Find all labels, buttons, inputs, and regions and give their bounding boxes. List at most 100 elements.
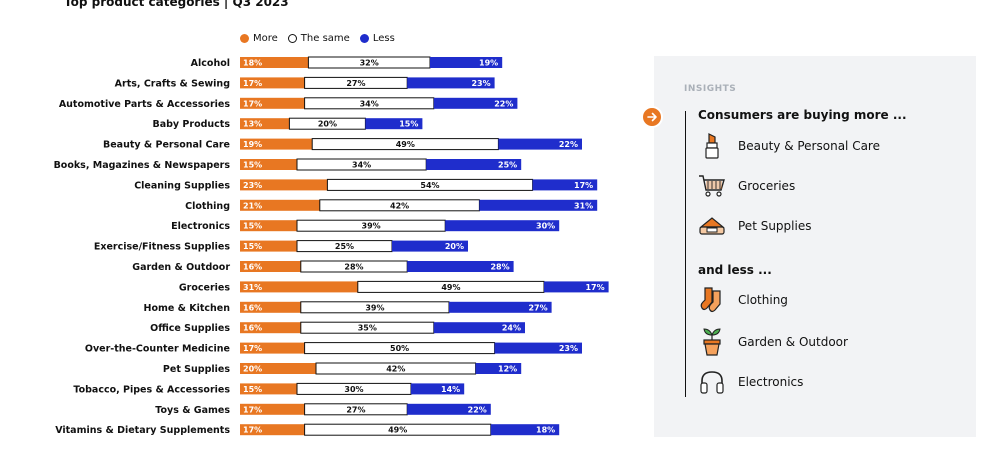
value-label-more-groceries: 31% (243, 283, 262, 292)
value-label-same-vitamins-dietary-supplements: 49% (388, 426, 407, 435)
value-label-same-groceries: 49% (441, 283, 460, 292)
value-label-more-office-supplies: 16% (243, 324, 262, 333)
value-label-same-garden-outdoor: 28% (344, 263, 363, 272)
value-label-more-tobacco-pipes-accessories: 15% (243, 385, 262, 394)
bar-more-groceries (240, 281, 358, 293)
value-label-less-cleaning-supplies: 17% (574, 181, 593, 190)
bar-same-garden-outdoor (300, 260, 408, 273)
arrow-right-icon (641, 106, 663, 128)
category-label-clothing: Clothing (185, 201, 230, 212)
bar-less-cleaning-supplies (532, 179, 598, 191)
legend-swatch-less (359, 34, 369, 43)
category-label-cleaning-supplies: Cleaning Supplies (134, 180, 230, 191)
bar-less-office-supplies (433, 322, 525, 334)
bar-less-books-magazines-newspapers (426, 159, 522, 170)
insight-item-electronics: Electronics (698, 368, 803, 396)
category-label-tobacco-pipes-accessories: Tobacco, Pipes & Accessories (73, 384, 230, 395)
value-label-same-exercise-fitness-supplies: 25% (335, 242, 354, 251)
insight-label-beauty: Beauty & Personal Care (738, 139, 880, 153)
category-label-groceries: Groceries (179, 282, 230, 293)
bar-more-baby-products (240, 118, 290, 130)
value-label-less-automotive-parts-accessories: 22% (494, 99, 513, 108)
bar-less-home-kitchen (449, 301, 552, 313)
value-label-same-beauty-personal-care: 49% (396, 140, 415, 149)
bar-more-automotive-parts-accessories (240, 97, 305, 109)
insight-item-beauty: Beauty & Personal Care (698, 132, 880, 160)
insights-panel: INSIGHTS Consumers are buying more ... B… (641, 56, 976, 437)
value-label-more-arts-crafts-sewing: 17% (243, 79, 262, 88)
bar-more-cleaning-supplies (240, 179, 328, 191)
bar-more-pet-supplies (240, 363, 316, 374)
value-label-more-automotive-parts-accessories: 17% (243, 99, 262, 108)
bar-more-vitamins-dietary-supplements (240, 424, 305, 436)
insight-label-garden: Garden & Outdoor (738, 335, 848, 349)
value-label-more-vitamins-dietary-supplements: 17% (243, 426, 262, 435)
bar-more-office-supplies (240, 322, 301, 334)
value-label-less-vitamins-dietary-supplements: 18% (536, 426, 555, 435)
category-label-pet-supplies: Pet Supplies (163, 364, 230, 375)
value-label-less-office-supplies: 24% (502, 324, 521, 333)
value-label-same-arts-crafts-sewing: 27% (346, 79, 365, 88)
value-label-less-groceries: 17% (585, 283, 604, 292)
insight-item-clothing: Clothing (698, 286, 788, 314)
category-label-garden-outdoor: Garden & Outdoor (132, 262, 230, 273)
insight-label-pet-supplies: Pet Supplies (738, 219, 812, 233)
socks-icon (698, 286, 726, 314)
bar-less-clothing (479, 199, 598, 211)
bar-less-pet-supplies (475, 363, 522, 374)
value-label-same-toys-games: 27% (346, 405, 365, 414)
bar-less-electronics (445, 220, 560, 232)
value-label-less-home-kitchen: 27% (528, 303, 547, 312)
value-label-same-home-kitchen: 39% (365, 303, 384, 312)
bar-less-exercise-fitness-supplies (392, 240, 468, 252)
value-label-more-toys-games: 17% (243, 405, 262, 414)
insights-label: INSIGHTS (684, 84, 737, 94)
value-label-less-books-magazines-newspapers: 25% (498, 161, 517, 170)
legend-label-more: More (253, 33, 278, 44)
value-label-more-books-magazines-newspapers: 15% (243, 161, 262, 170)
category-label-baby-products: Baby Products (152, 119, 230, 130)
category-label-beauty-personal-care: Beauty & Personal Care (103, 140, 230, 151)
value-label-same-baby-products: 20% (318, 120, 337, 129)
value-label-less-garden-outdoor: 28% (490, 263, 509, 272)
legend-label-same: The same (300, 33, 350, 44)
legend-item-less: Less (359, 33, 395, 44)
value-label-same-office-supplies: 35% (358, 324, 377, 333)
insight-item-pet-supplies: Pet Supplies (698, 212, 811, 240)
category-label-home-kitchen: Home & Kitchen (144, 303, 231, 314)
shopping-cart-icon (698, 172, 726, 200)
value-label-less-beauty-personal-care: 22% (559, 140, 578, 149)
bar-less-baby-products (365, 118, 423, 130)
value-label-more-exercise-fitness-supplies: 15% (243, 242, 262, 251)
category-label-alcohol: Alcohol (191, 58, 230, 69)
bar-more-home-kitchen (240, 301, 301, 313)
bar-less-alcohol (430, 57, 503, 68)
value-label-same-clothing: 42% (390, 201, 409, 210)
legend-item-same: The same (287, 33, 350, 44)
bar-less-tobacco-pipes-accessories (411, 383, 465, 395)
value-label-same-over-the-counter-medicine: 50% (390, 344, 409, 353)
value-label-same-books-magazines-newspapers: 34% (352, 161, 371, 170)
value-label-same-tobacco-pipes-accessories: 30% (344, 385, 363, 394)
insights-less-heading: and less ... (698, 263, 772, 277)
value-label-same-cleaning-supplies: 54% (420, 181, 439, 190)
legend-label-less: Less (372, 33, 395, 44)
legend-swatch-same (287, 34, 297, 43)
value-label-same-pet-supplies: 42% (386, 365, 405, 374)
legend: More The same Less (240, 33, 395, 44)
value-label-same-automotive-parts-accessories: 34% (360, 99, 379, 108)
value-label-less-over-the-counter-medicine: 23% (559, 344, 578, 353)
bar-more-exercise-fitness-supplies (240, 240, 297, 252)
bar-less-over-the-counter-medicine (494, 342, 582, 354)
category-label-vitamins-dietary-supplements: Vitamins & Dietary Supplements (55, 425, 230, 436)
bar-less-groceries (544, 281, 609, 293)
insight-item-garden: Garden & Outdoor (698, 328, 848, 356)
bar-more-tobacco-pipes-accessories (240, 383, 297, 395)
value-label-less-pet-supplies: 12% (498, 365, 517, 374)
value-label-less-clothing: 31% (574, 201, 593, 210)
value-label-less-arts-crafts-sewing: 23% (471, 79, 490, 88)
bar-less-toys-games (407, 403, 491, 415)
value-label-less-electronics: 30% (536, 222, 555, 231)
stacked-bar-chart: Alcohol 18% 32% 19% Arts, Crafts & Sewing 17%… (54, 56, 609, 436)
value-label-more-over-the-counter-medicine: 17% (243, 344, 262, 353)
